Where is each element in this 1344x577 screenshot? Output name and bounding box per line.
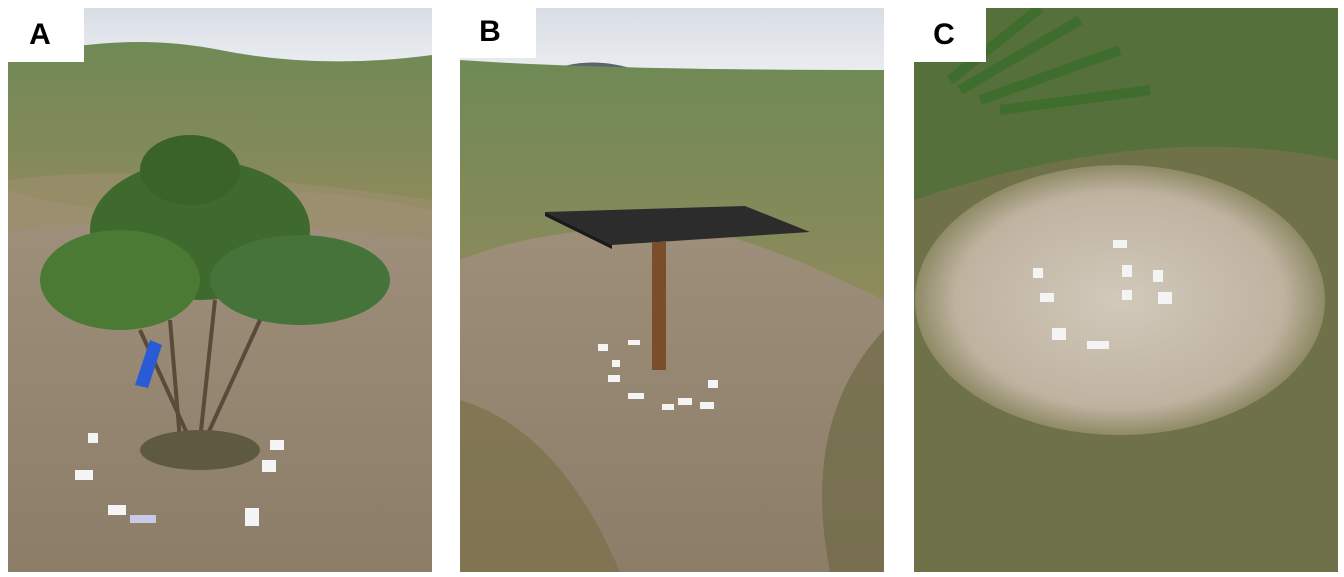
photo-b (460, 8, 884, 572)
photo-c (914, 8, 1338, 572)
panel-label: C (933, 18, 955, 51)
label-box (914, 8, 986, 62)
photo-a (8, 8, 432, 572)
label-box (8, 8, 84, 62)
panel-labels: A B C (8, 8, 986, 62)
panel-label: A (29, 18, 51, 51)
panel-label: B (479, 15, 501, 48)
label-box (460, 8, 536, 58)
